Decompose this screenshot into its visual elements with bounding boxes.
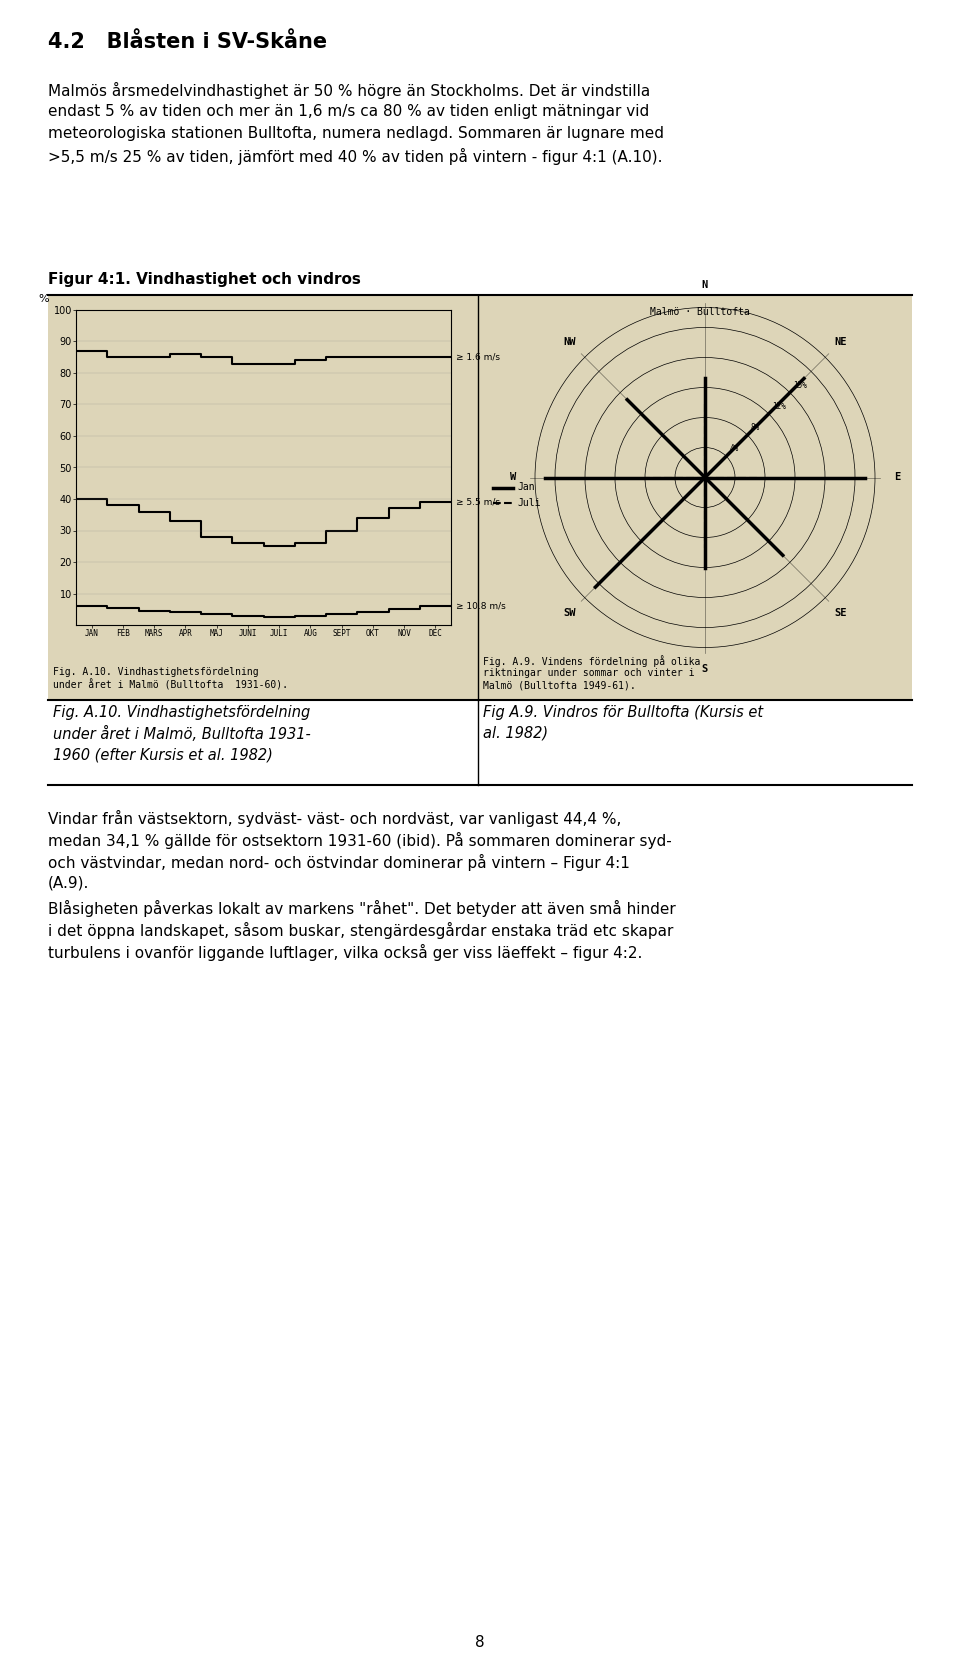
Text: 8%: 8% bbox=[751, 424, 759, 432]
Text: turbulens i ovanför liggande luftlager, vilka också ger viss läeffekt – figur 4:: turbulens i ovanför liggande luftlager, … bbox=[48, 945, 642, 961]
Text: NW: NW bbox=[563, 337, 575, 347]
Text: ≥ 1.6 m/s: ≥ 1.6 m/s bbox=[456, 353, 500, 362]
Text: Figur 4:1. Vindhastighet och vindros: Figur 4:1. Vindhastighet och vindros bbox=[48, 271, 361, 286]
Text: SE: SE bbox=[834, 608, 847, 618]
Text: 4.2   Blåsten i SV-Skåne: 4.2 Blåsten i SV-Skåne bbox=[48, 32, 327, 52]
Text: Fig. A.10. Vindhastighetsfördelning
under året i Malmö (Bulltofta  1931-60).: Fig. A.10. Vindhastighetsfördelning unde… bbox=[53, 667, 288, 690]
Text: ≥ 10.8 m/s: ≥ 10.8 m/s bbox=[456, 601, 505, 611]
Text: Malmös årsmedelvindhastighet är 50 % högre än Stockholms. Det är vindstilla: Malmös årsmedelvindhastighet är 50 % hög… bbox=[48, 82, 650, 99]
Text: ≥ 5.5 m/s: ≥ 5.5 m/s bbox=[456, 497, 500, 506]
Text: W: W bbox=[510, 472, 516, 482]
Text: >5,5 m/s 25 % av tiden, jämfört med 40 % av tiden på vintern - figur 4:1 (A.10).: >5,5 m/s 25 % av tiden, jämfört med 40 %… bbox=[48, 147, 662, 166]
Text: endast 5 % av tiden och mer än 1,6 m/s ca 80 % av tiden enligt mätningar vid: endast 5 % av tiden och mer än 1,6 m/s c… bbox=[48, 104, 649, 119]
Text: 4%: 4% bbox=[730, 444, 738, 454]
Text: (A.9).: (A.9). bbox=[48, 876, 89, 891]
Text: NE: NE bbox=[834, 337, 847, 347]
Text: Vindar från västsektorn, sydväst- väst- och nordväst, var vanligast 44,4 %,: Vindar från västsektorn, sydväst- väst- … bbox=[48, 811, 621, 827]
Text: N: N bbox=[702, 280, 708, 290]
Text: Fig. A.9. Vindens fördelning på olika
riktningar under sommar och vinter i
Malmö: Fig. A.9. Vindens fördelning på olika ri… bbox=[483, 655, 701, 690]
Text: Fig A.9. Vindros för Bulltofta (Kursis et
al. 1982): Fig A.9. Vindros för Bulltofta (Kursis e… bbox=[483, 705, 763, 740]
Bar bbox=[48, 295, 912, 700]
Text: Malmö · Bulltofta: Malmö · Bulltofta bbox=[650, 307, 750, 317]
Text: Fig. A.10. Vindhastighetsfördelning
under året i Malmö, Bulltofta 1931-
1960 (ef: Fig. A.10. Vindhastighetsfördelning unde… bbox=[53, 705, 311, 762]
Text: S: S bbox=[702, 665, 708, 675]
Bar bbox=[48, 700, 912, 786]
Text: SW: SW bbox=[563, 608, 575, 618]
Text: Juli: Juli bbox=[517, 497, 540, 508]
Text: 12%: 12% bbox=[772, 402, 785, 410]
Text: Jan: Jan bbox=[517, 482, 535, 492]
Text: %: % bbox=[38, 293, 49, 303]
Text: Blåsigheten påverkas lokalt av markens "råhet". Det betyder att även små hinder: Blåsigheten påverkas lokalt av markens "… bbox=[48, 899, 676, 916]
Text: medan 34,1 % gällde för ostsektorn 1931-60 (ibid). På sommaren dominerar syd-: medan 34,1 % gällde för ostsektorn 1931-… bbox=[48, 832, 672, 849]
Text: 8: 8 bbox=[475, 1635, 485, 1650]
Text: meteorologiska stationen Bulltofta, numera nedlagd. Sommaren är lugnare med: meteorologiska stationen Bulltofta, nume… bbox=[48, 126, 664, 141]
Text: i det öppna landskapet, såsom buskar, stengärdesgårdar enstaka träd etc skapar: i det öppna landskapet, såsom buskar, st… bbox=[48, 921, 673, 940]
Text: E: E bbox=[894, 472, 900, 482]
Text: och västvindar, medan nord- och östvindar dominerar på vintern – Figur 4:1: och västvindar, medan nord- och östvinda… bbox=[48, 854, 630, 871]
Text: 15%: 15% bbox=[793, 380, 806, 390]
